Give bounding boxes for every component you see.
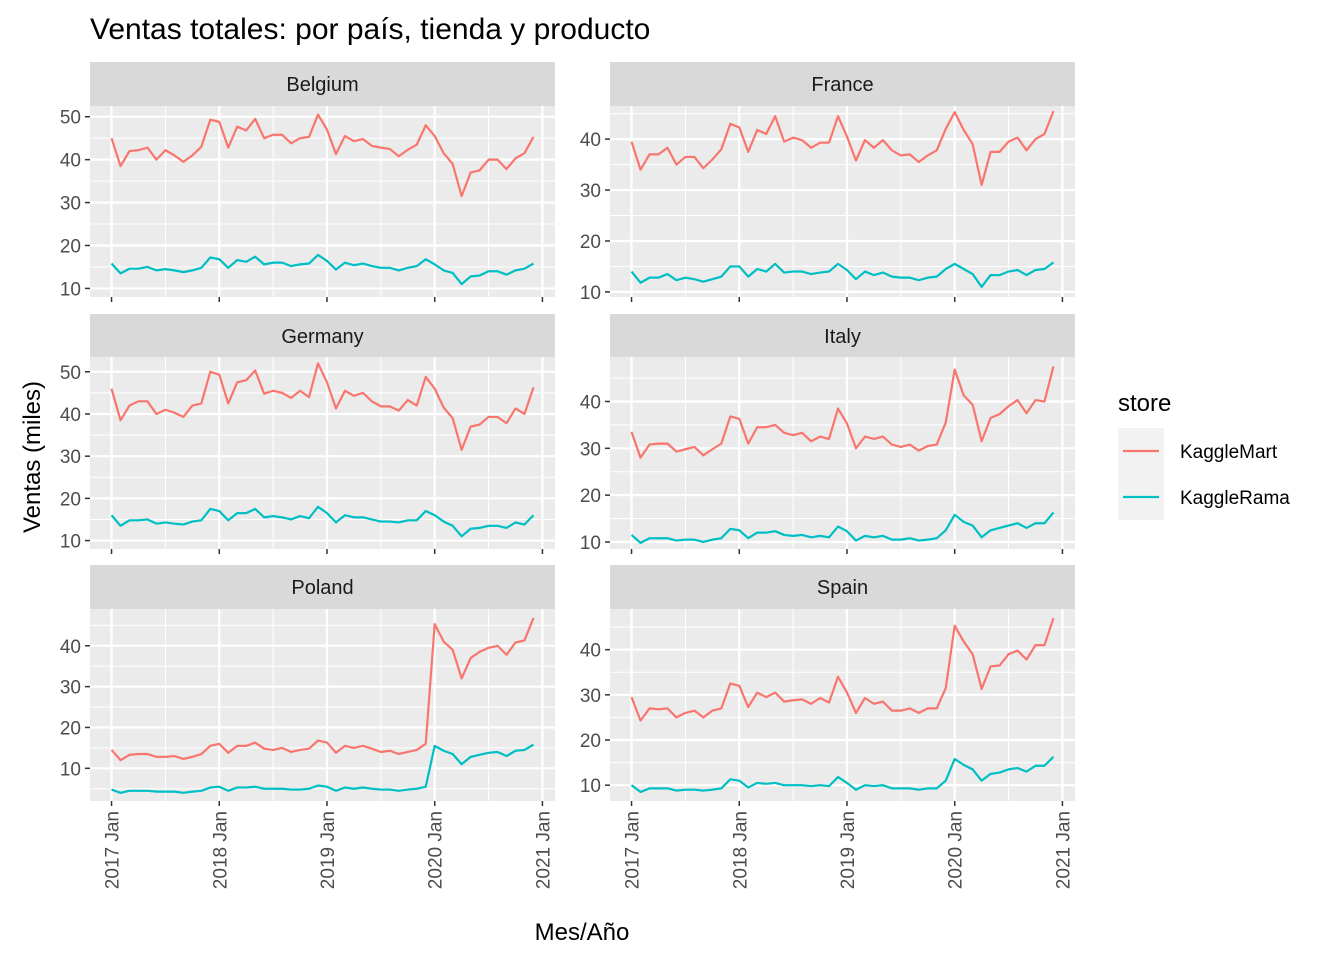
y-tick-label: 10 xyxy=(60,532,81,553)
y-tick-label: 40 xyxy=(580,392,601,413)
facet-strip-label: France xyxy=(811,74,873,96)
facet-strip xyxy=(90,565,555,609)
x-tick-label: 2020 Jan xyxy=(426,811,447,889)
y-tick-label: 20 xyxy=(580,731,601,752)
facet-strip xyxy=(610,62,1075,106)
legend-title: store xyxy=(1118,390,1171,417)
facet-strip-label: Germany xyxy=(281,326,363,348)
panel-spain: Spain 10 20 30 40 2017 Jan 2018 Jan 2019 Jan 202… xyxy=(580,565,1075,889)
x-tick-label: 2021 Jan xyxy=(1053,811,1074,889)
panel-poland: Poland 10 20 30 40 2017 Jan 2018 Jan 2019 Jan 20… xyxy=(60,565,555,889)
x-tick-label: 2020 Jan xyxy=(946,811,967,889)
y-tick-label: 10 xyxy=(580,533,601,554)
y-tick-label: 10 xyxy=(60,279,81,300)
facet-strip xyxy=(610,314,1075,358)
y-tick-label: 20 xyxy=(60,236,81,257)
y-tick-label: 40 xyxy=(580,641,601,662)
y-axis-title: Ventas (miles) xyxy=(19,381,46,533)
facet-strip-label: Belgium xyxy=(286,74,358,96)
series-line-kagglemart xyxy=(110,113,535,198)
panel-background xyxy=(610,609,1075,801)
series-line-kagglemart xyxy=(110,362,535,451)
panel-background xyxy=(610,106,1075,297)
x-tick-label: 2019 Jan xyxy=(838,811,859,889)
facet-strip-label: Spain xyxy=(817,577,868,599)
y-tick-label: 20 xyxy=(60,489,81,510)
y-tick-label: 30 xyxy=(580,686,601,707)
y-tick-label: 50 xyxy=(60,108,81,129)
panel-background xyxy=(90,357,555,549)
legend-label: KaggleRama xyxy=(1180,488,1290,509)
y-tick-label: 30 xyxy=(60,678,81,699)
series-line-kagglemart xyxy=(630,366,1055,459)
x-tick-label: 2021 Jan xyxy=(533,811,554,889)
y-tick-label: 30 xyxy=(580,181,601,202)
series-line-kagglerama xyxy=(630,755,1055,794)
series-line-kagglerama xyxy=(630,261,1055,288)
y-tick-label: 10 xyxy=(580,776,601,797)
y-tick-label: 40 xyxy=(580,130,601,151)
legend-label: KaggleMart xyxy=(1180,442,1278,463)
panel-italy: Italy 10 20 30 40 xyxy=(580,314,1075,554)
y-tick-label: 40 xyxy=(60,405,81,426)
y-tick-label: 20 xyxy=(60,718,81,739)
series-line-kagglerama xyxy=(110,505,535,538)
series-line-kagglerama xyxy=(111,743,535,794)
y-tick-label: 10 xyxy=(580,283,601,304)
x-tick-label: 2018 Jan xyxy=(210,811,231,889)
x-tick-label: 2017 Jan xyxy=(103,811,124,889)
panel-background xyxy=(90,609,555,801)
legend: store KaggleMart KaggleRama xyxy=(1118,390,1290,520)
facet-strip-label: Italy xyxy=(824,326,861,348)
x-axis-title: Mes/Año xyxy=(535,919,630,946)
facet-strip xyxy=(90,62,555,106)
series-line-kagglemart xyxy=(630,617,1055,722)
x-tick-label: 2018 Jan xyxy=(730,811,751,889)
series-line-kagglemart xyxy=(110,617,535,762)
x-tick-label: 2019 Jan xyxy=(318,811,339,889)
y-tick-label: 10 xyxy=(60,759,81,780)
panel-background xyxy=(610,357,1075,549)
panel-france: France 10 20 30 40 xyxy=(580,62,1075,304)
series-line-kagglemart xyxy=(630,110,1055,187)
y-tick-label: 30 xyxy=(60,447,81,468)
chart-title: Ventas totales: por país, tienda y produ… xyxy=(90,13,650,46)
y-tick-label: 40 xyxy=(60,151,81,172)
panel-belgium: Belgium 10 20 30 40 50 xyxy=(60,62,555,302)
facet-strip xyxy=(90,314,555,358)
x-tick-label: 2017 Jan xyxy=(623,811,644,889)
panel-germany: Germany 10 20 30 40 50 xyxy=(60,314,555,554)
y-tick-label: 30 xyxy=(580,439,601,460)
facet-panels: Belgium 10 20 30 40 50 France 10 20 30 40 Germany 10… xyxy=(60,62,1075,889)
facet-strip xyxy=(610,565,1075,609)
y-tick-label: 20 xyxy=(580,486,601,507)
y-tick-label: 50 xyxy=(60,363,81,384)
series-line-kagglerama xyxy=(630,511,1055,545)
y-tick-label: 20 xyxy=(580,232,601,253)
y-tick-label: 40 xyxy=(60,637,81,658)
series-line-kagglerama xyxy=(110,253,535,286)
y-tick-label: 30 xyxy=(60,194,81,215)
facet-strip-label: Poland xyxy=(291,577,353,599)
